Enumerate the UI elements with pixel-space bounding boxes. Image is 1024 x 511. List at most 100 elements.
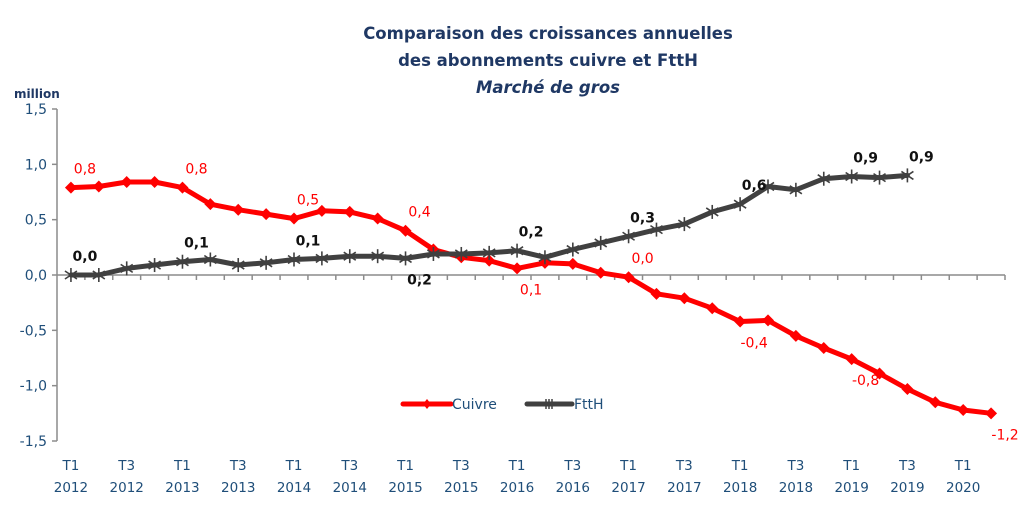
data-label-cuivre: -0,8: [852, 373, 879, 389]
data-point-ftth: [650, 222, 663, 237]
y-tick-label: -1,5: [20, 434, 47, 450]
legend-marker-cuivre: [423, 399, 431, 409]
x-tick-label-quarter: T3: [117, 458, 135, 474]
data-point-ftth: [148, 258, 162, 273]
x-tick-label-quarter: T3: [229, 458, 247, 474]
x-tick-label-quarter: T1: [173, 458, 191, 474]
data-point-ftth: [789, 182, 803, 197]
data-label-ftth: 0,3: [630, 210, 655, 226]
data-point-cuivre: [789, 329, 802, 342]
data-label-cuivre: 0,8: [185, 162, 207, 178]
data-label-ftth: 0,9: [909, 149, 934, 165]
data-point-ftth: [92, 268, 106, 282]
legend-label-cuivre: Cuivre: [452, 397, 497, 413]
legend-marker-ftth: [545, 399, 553, 409]
data-label-cuivre: 0,8: [74, 162, 96, 178]
data-point-cuivre: [176, 181, 189, 194]
data-point-cuivre: [594, 266, 607, 279]
data-point-ftth: [538, 250, 552, 265]
y-axis-unit-label: million: [14, 87, 60, 101]
data-point-cuivre: [204, 198, 217, 211]
x-tick-label-year: 2019: [834, 480, 868, 496]
data-point-ftth: [705, 204, 719, 219]
data-point-ftth: [900, 168, 914, 183]
x-tick-label-year: 2014: [333, 480, 367, 496]
chart-title-line-2: des abonnements cuivre et FttH: [398, 51, 698, 70]
y-tick-label: -1,0: [20, 379, 47, 395]
legend-item-ftth[interactable]: FttH: [524, 397, 604, 413]
data-point-cuivre: [371, 212, 384, 225]
x-tick-label-year: 2015: [388, 480, 422, 496]
data-point-ftth: [231, 258, 245, 273]
data-point-ftth: [259, 255, 273, 270]
data-point-cuivre: [288, 212, 300, 225]
data-point-cuivre: [929, 396, 942, 409]
data-point-cuivre: [566, 257, 579, 270]
data-point-ftth: [399, 251, 412, 266]
data-point-ftth: [426, 246, 440, 261]
data-point-ftth: [120, 261, 134, 276]
data-point-cuivre: [985, 407, 998, 420]
x-tick-label-quarter: T1: [508, 458, 526, 474]
data-point-ftth: [566, 242, 580, 257]
data-point-cuivre: [678, 292, 691, 305]
x-tick-label-year: 2014: [277, 480, 311, 496]
data-point-ftth: [176, 254, 189, 269]
x-tick-label-quarter: T3: [340, 458, 358, 474]
data-point-cuivre: [873, 367, 886, 380]
data-point-ftth: [594, 235, 608, 250]
series-line-cuivre: [68, 179, 994, 416]
data-label-cuivre: 0,1: [520, 282, 542, 298]
y-tick-label: 1,5: [25, 102, 47, 118]
data-point-cuivre: [511, 262, 524, 275]
data-point-ftth: [677, 217, 691, 232]
series-group: [64, 168, 998, 420]
data-point-ftth: [203, 252, 217, 267]
x-tick-label-year: 2020: [946, 480, 980, 496]
x-tick-label-quarter: T1: [619, 458, 637, 474]
data-point-cuivre: [343, 205, 356, 218]
x-tick-label-year: 2017: [611, 480, 645, 496]
data-label-ftth: 0,0: [73, 249, 98, 265]
data-label-cuivre: 0,0: [631, 251, 653, 267]
data-point-ftth: [733, 197, 747, 212]
data-point-ftth: [482, 245, 496, 260]
x-tick-label-year: 2012: [54, 480, 88, 496]
x-tick-label-quarter: T1: [842, 458, 860, 474]
chart-subtitle: Marché de gros: [476, 78, 620, 97]
y-tick-label: 0,5: [25, 213, 47, 229]
data-point-cuivre: [650, 287, 663, 300]
x-tick-label-year: 2018: [723, 480, 757, 496]
data-label-ftth: 0,1: [296, 234, 321, 250]
y-tick-labels: -1,5 -1,0 -0,5 0,0 0,5 1,0 1,5: [20, 102, 47, 450]
data-point-ftth: [64, 268, 78, 282]
x-tick-label-quarter: T3: [563, 458, 581, 474]
data-point-ftth: [343, 249, 357, 264]
y-tick-label: -0,5: [20, 323, 47, 339]
x-tick-label-quarter: T3: [786, 458, 804, 474]
data-labels: 0,8 0,8 0,5 0,4 0,1 0,0 -0,4 -0,8 -1,2 0,0 0,1 0,1 0…: [73, 149, 1019, 443]
legend: Cuivre FttH: [400, 397, 604, 413]
data-point-cuivre: [92, 180, 105, 193]
data-point-cuivre: [901, 382, 914, 395]
x-tick-label-year: 2019: [890, 480, 924, 496]
data-point-ftth: [817, 171, 831, 186]
data-point-cuivre: [845, 353, 858, 366]
data-point-cuivre: [315, 204, 328, 217]
data-point-cuivre: [120, 176, 133, 189]
data-label-ftth: 0,2: [407, 272, 432, 288]
x-tick-label-year: 2016: [556, 480, 590, 496]
legend-item-cuivre[interactable]: Cuivre: [400, 397, 497, 413]
data-point-ftth: [287, 252, 301, 267]
data-point-cuivre: [399, 224, 412, 237]
data-point-ftth: [510, 243, 524, 258]
data-point-cuivre: [64, 181, 77, 194]
data-label-ftth: 0,2: [519, 225, 544, 241]
x-tick-label-quarter: T3: [452, 458, 470, 474]
data-point-cuivre: [148, 176, 161, 189]
x-tick-label-quarter: T3: [675, 458, 693, 474]
data-label-cuivre: -0,4: [740, 335, 767, 351]
x-tick-label-year: 2016: [500, 480, 534, 496]
data-point-cuivre: [762, 314, 774, 327]
